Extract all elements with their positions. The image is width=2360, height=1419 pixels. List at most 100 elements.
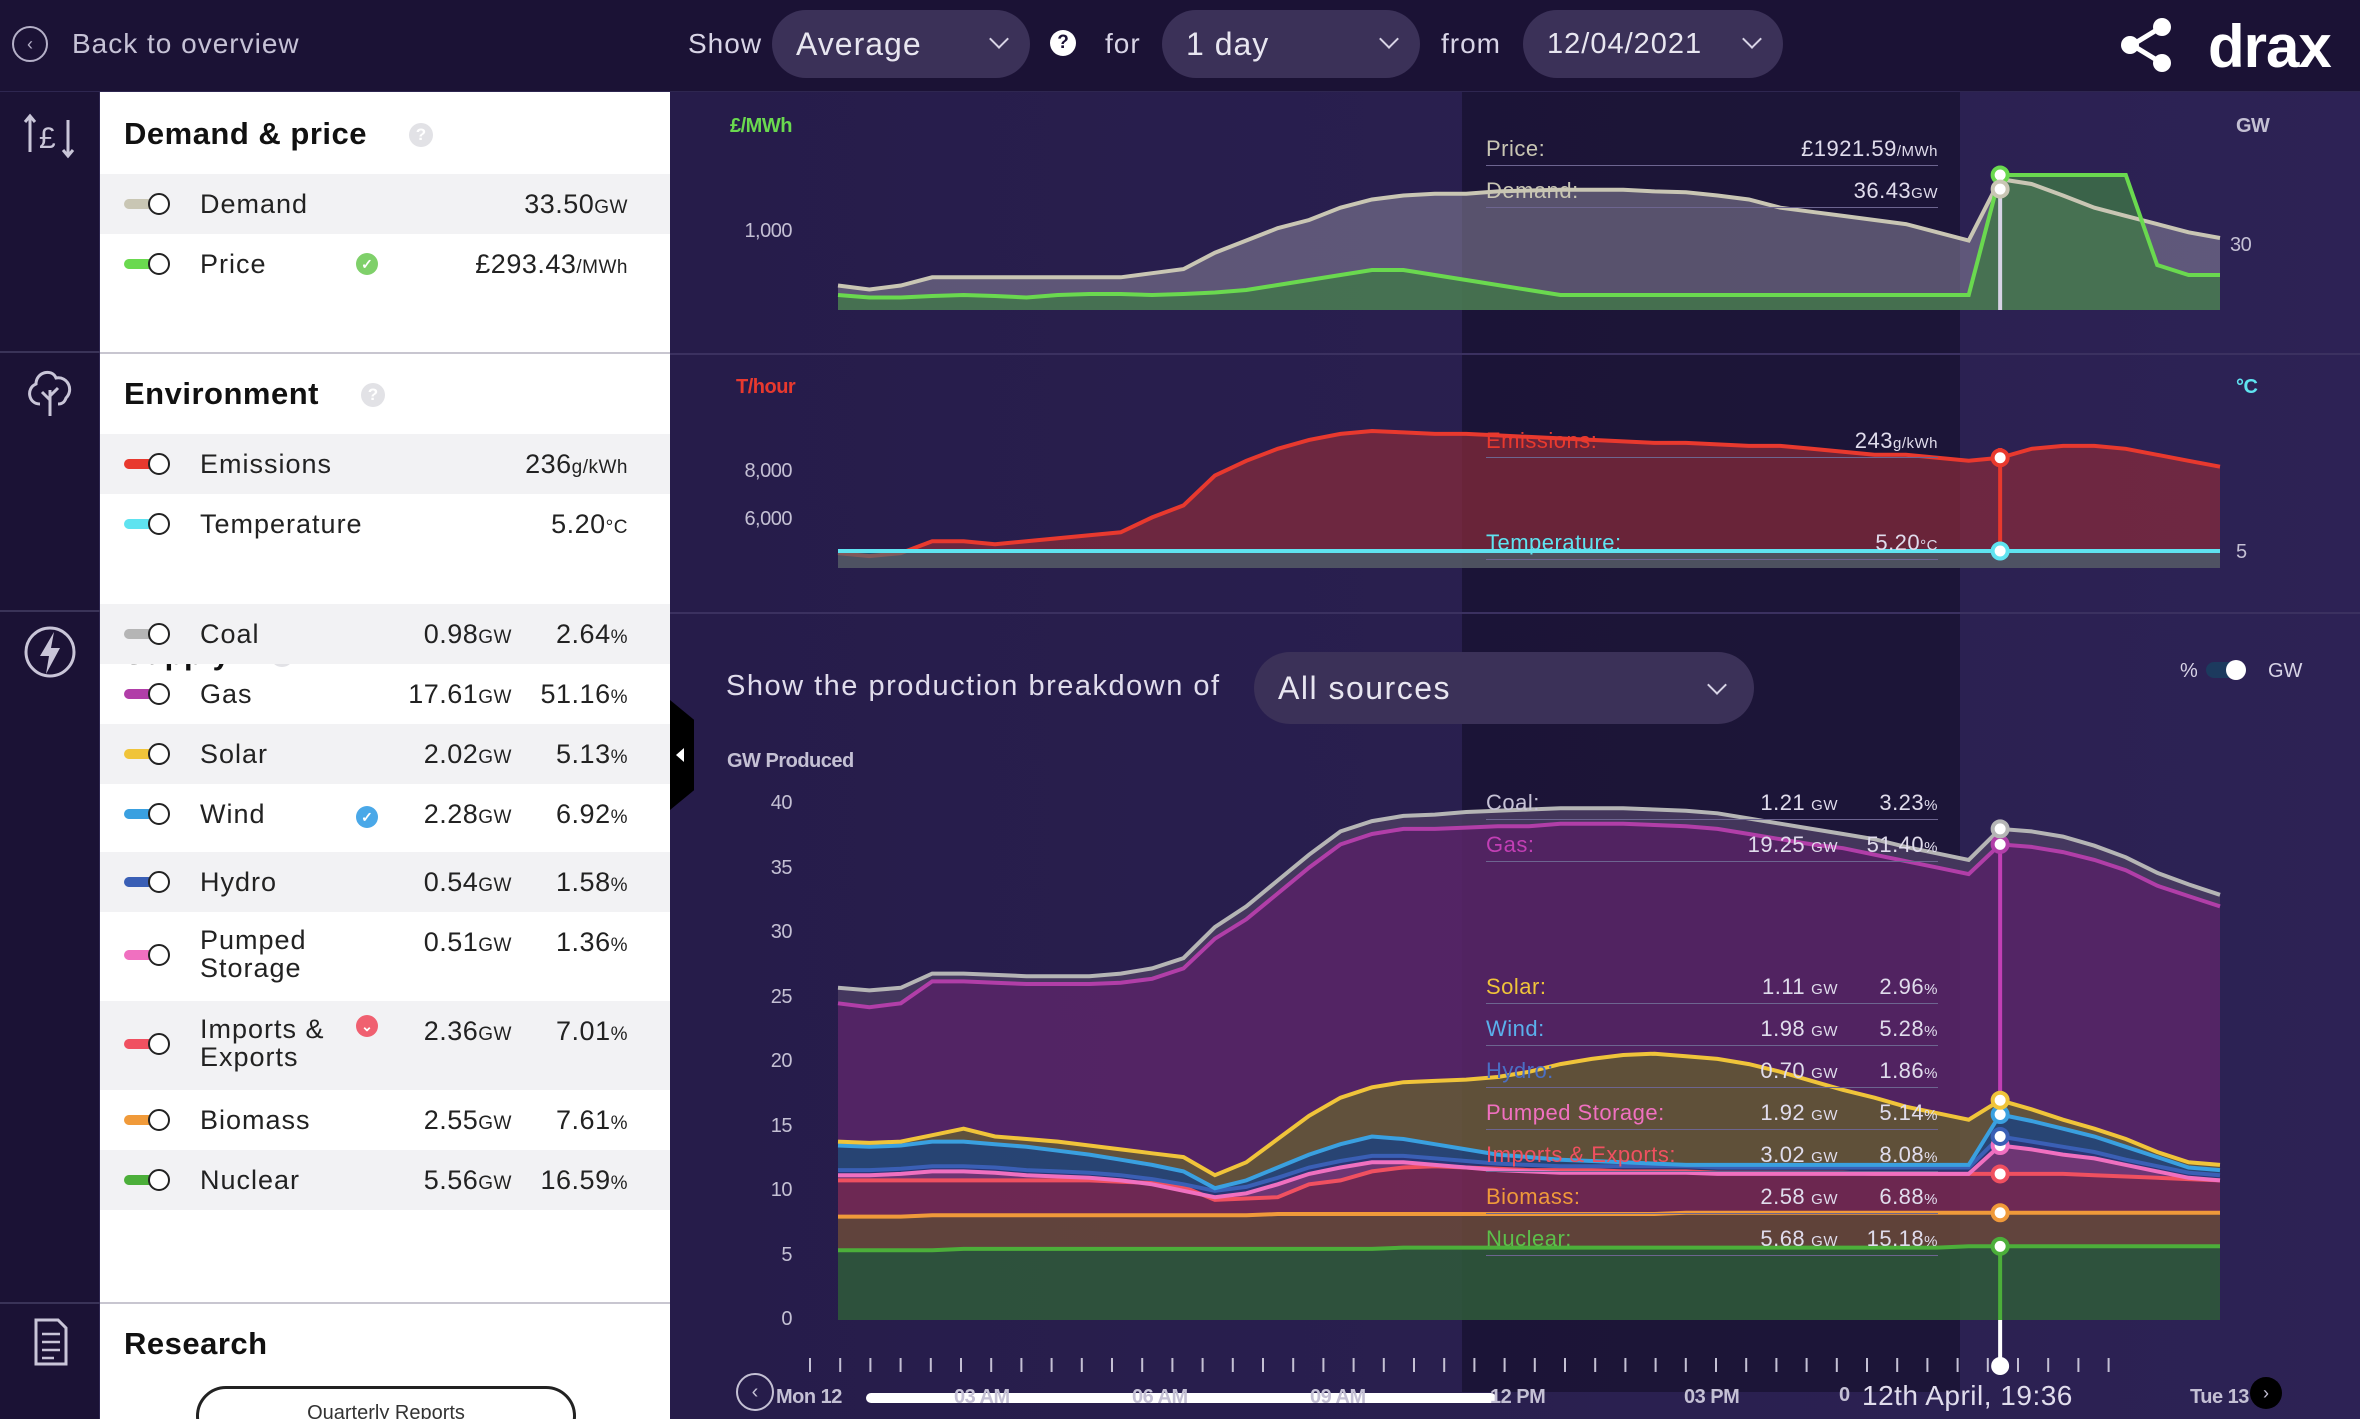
series-toggle[interactable]	[124, 871, 174, 893]
toggle-color-bar	[124, 689, 158, 699]
overlay-pct-number: 1.86	[1879, 1058, 1925, 1083]
supply-row-nuclear[interactable]: Nuclear 5.56GW 16.59%	[100, 1150, 670, 1210]
period-select[interactable]: 1 day	[1162, 10, 1420, 78]
supply-row-gas[interactable]: Gas 17.61GW 51.16%	[100, 664, 670, 724]
period-select-value: 1 day	[1186, 25, 1270, 62]
gw-unit: GW	[478, 1024, 512, 1045]
panel-row-price[interactable]: Price £293.43/MWh ✓	[100, 234, 670, 294]
series-toggle[interactable]	[124, 513, 174, 535]
collapse-panel-button[interactable]	[670, 700, 694, 810]
supply-overlay-gw: 1.21 GW	[1760, 790, 1838, 816]
toggle-color-bar	[124, 459, 158, 469]
series-toggle[interactable]	[124, 1109, 174, 1131]
drax-logo[interactable]: drax	[2208, 13, 2332, 80]
show-select[interactable]: Average	[772, 10, 1030, 78]
from-label: from	[1441, 28, 1501, 59]
supply-overlay-label: Pumped Storage:	[1486, 1100, 1665, 1125]
help-icon[interactable]: ?	[1050, 30, 1076, 56]
overlay-gw-number: 19.25	[1747, 832, 1806, 857]
temperature-axis-unit: °C	[2236, 376, 2258, 398]
section-divider	[100, 1302, 670, 1304]
toggle-knob	[148, 253, 170, 275]
gw-number: 17.61	[408, 679, 479, 709]
gw-unit: GW	[478, 875, 512, 896]
supply-row-imports[interactable]: Imports & Exports 2.36GW 7.01% ⌄	[100, 1001, 670, 1090]
supply-row-pumped[interactable]: Pumped Storage 0.51GW 1.36%	[100, 912, 670, 1001]
pct-unit: %	[610, 687, 628, 708]
overlay-gw-unit: GW	[1811, 1107, 1838, 1124]
timeline-label: 03 PM	[1684, 1386, 1740, 1408]
overlay-pct-unit: %	[1924, 1023, 1938, 1040]
help-icon[interactable]: ?	[361, 383, 385, 407]
pct-unit: %	[610, 1173, 628, 1194]
rail-divider	[0, 610, 100, 612]
supply-row-coal[interactable]: Coal 0.98GW 2.64%	[100, 604, 670, 664]
row-label: Coal	[200, 620, 260, 648]
series-toggle[interactable]	[124, 453, 174, 475]
pound-exchange-icon[interactable]: £	[22, 108, 78, 164]
overlay-gw-number: 0.70	[1760, 1058, 1806, 1083]
supply-row-wind[interactable]: Wind 2.28GW 6.92% ✓	[100, 784, 670, 852]
rail-divider	[0, 351, 100, 353]
timeline-scrubber[interactable]	[866, 1393, 1496, 1403]
supply-row-biomass[interactable]: Biomass 2.55GW 7.61%	[100, 1090, 670, 1150]
lightning-icon[interactable]	[22, 624, 78, 680]
series-toggle[interactable]	[124, 623, 174, 645]
date-select-value: 12/04/2021	[1547, 27, 1703, 60]
series-toggle[interactable]	[124, 1033, 174, 1055]
supply-overlay-pct: 2.96%	[1879, 974, 1938, 1000]
series-toggle[interactable]	[124, 683, 174, 705]
top-bar: ‹ Back to overview Show Average ? for 1 …	[0, 0, 2360, 92]
series-toggle[interactable]	[124, 743, 174, 765]
overlay-underline	[1486, 207, 1938, 208]
pct-number: 5.13	[556, 739, 611, 769]
panel-row-temperature[interactable]: Temperature 5.20°C	[100, 494, 670, 554]
panel-row-emissions[interactable]: Emissions 236g/kWh	[100, 434, 670, 494]
overlay-gw-unit: GW	[1811, 1233, 1838, 1250]
panel-row-demand[interactable]: Demand 33.50GW	[100, 174, 670, 234]
overlay-pct-number: 6.88	[1879, 1184, 1925, 1209]
overlay-pct-number: 2.96	[1879, 974, 1925, 999]
timeline-prev-button[interactable]: ‹	[736, 1373, 774, 1411]
series-toggle[interactable]	[124, 944, 174, 966]
series-toggle[interactable]	[124, 803, 174, 825]
row-label: Solar	[200, 740, 268, 768]
supply-overlay-label: Solar:	[1486, 974, 1547, 999]
overlay-pct-unit: %	[1924, 1191, 1938, 1208]
quarterly-reports-button[interactable]: Quarterly Reports	[196, 1386, 576, 1419]
show-select-value: Average	[796, 25, 922, 62]
row-value: 33.50GW	[524, 189, 628, 220]
help-icon[interactable]: ?	[409, 123, 433, 147]
breakdown-select[interactable]: All sources	[1254, 652, 1754, 724]
pct-unit: %	[610, 747, 628, 768]
overlay-label: Temperature:	[1486, 530, 1622, 555]
series-toggle[interactable]	[124, 1169, 174, 1191]
toggle-color-bar	[124, 877, 158, 887]
pct-number: 7.61	[556, 1105, 611, 1135]
supply-row-solar[interactable]: Solar 2.02GW 5.13%	[100, 724, 670, 784]
pct-number: 6.92	[556, 799, 611, 829]
supply-y-tick: 10	[770, 1179, 793, 1201]
gw-number: 2.02	[423, 739, 479, 769]
overlay-pct-number: 15.18	[1866, 1226, 1925, 1251]
gw-unit: GW	[478, 747, 512, 768]
section-divider	[100, 352, 670, 354]
row-pct-value: 51.16%	[541, 679, 628, 710]
supply-overlay-label: Hydro:	[1486, 1058, 1554, 1083]
value-unit: g/kWh	[571, 457, 628, 478]
toggle-knob	[148, 743, 170, 765]
supply-row-hydro[interactable]: Hydro 0.54GW 1.58%	[100, 852, 670, 912]
row-label-line2: Storage	[200, 953, 302, 983]
share-icon[interactable]	[2118, 16, 2174, 74]
environment-title: Environment	[124, 376, 319, 411]
series-toggle[interactable]	[124, 253, 174, 275]
supply-overlay-pct: 15.18%	[1867, 1226, 1938, 1252]
document-icon[interactable]	[22, 1314, 78, 1370]
series-toggle[interactable]	[124, 193, 174, 215]
emissions-tick: 6,000	[744, 508, 792, 530]
tree-icon[interactable]	[22, 364, 78, 420]
overlay-gw-unit: GW	[1811, 797, 1838, 814]
timeline-next-button[interactable]: ›	[2250, 1377, 2282, 1409]
back-to-overview-link[interactable]: ‹ Back to overview	[12, 24, 300, 64]
date-select[interactable]: 12/04/2021	[1523, 10, 1783, 78]
